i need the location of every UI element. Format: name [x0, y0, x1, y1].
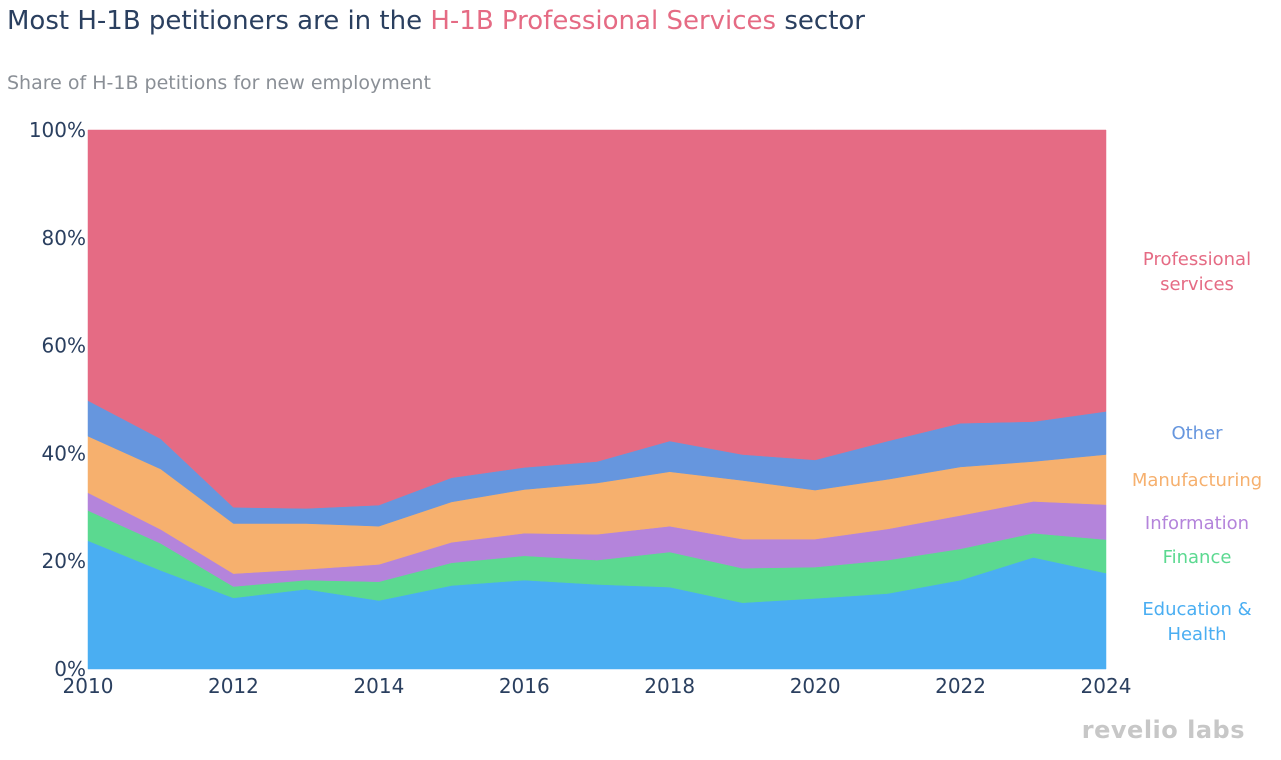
- y-tick-label: 60%: [42, 334, 86, 358]
- x-tick-label: 2020: [790, 674, 841, 698]
- series-label-other: Other: [1171, 423, 1223, 444]
- chart-subtitle: Share of H-1B petitions for new employme…: [7, 72, 431, 94]
- revelio-labs-logo: revelio labs: [1081, 716, 1245, 744]
- x-tick-label: 2014: [353, 674, 404, 698]
- area-professional-services: [87, 129, 1107, 509]
- y-axis-ticks: 0% 20% 40% 60% 80% 100%: [29, 118, 86, 681]
- series-labels: Education & Health Finance Information Manuf…: [1132, 249, 1262, 645]
- y-tick-label: 40%: [42, 441, 86, 465]
- series-label-education-health: Education & Health: [1142, 599, 1251, 645]
- chart-title-prefix: Most H-1B petitioners are in the: [7, 6, 431, 36]
- y-tick-label: 80%: [42, 226, 86, 250]
- series-label-information: Information: [1145, 513, 1249, 534]
- y-tick-label: 100%: [29, 118, 86, 142]
- x-tick-label: 2010: [63, 674, 114, 698]
- chart-title: Most H-1B petitioners are in the H-1B Pr…: [7, 6, 865, 36]
- x-tick-label: 2016: [499, 674, 550, 698]
- chart-title-suffix: sector: [776, 6, 865, 36]
- series-label-professional-services: Professional services: [1143, 249, 1251, 295]
- series-label-manufacturing: Manufacturing: [1132, 470, 1262, 491]
- x-tick-label: 2022: [935, 674, 986, 698]
- series-label-finance: Finance: [1163, 547, 1232, 568]
- x-tick-label: 2024: [1081, 674, 1132, 698]
- y-tick-label: 0%: [54, 657, 86, 681]
- y-tick-label: 20%: [42, 549, 86, 573]
- x-tick-label: 2012: [208, 674, 259, 698]
- x-axis-ticks: 2010 2012 2014 2016 2018 2020 2022 2024: [63, 674, 1132, 698]
- x-tick-label: 2018: [644, 674, 695, 698]
- chart-title-highlight: H-1B Professional Services: [430, 6, 777, 36]
- area-layers: [87, 129, 1107, 670]
